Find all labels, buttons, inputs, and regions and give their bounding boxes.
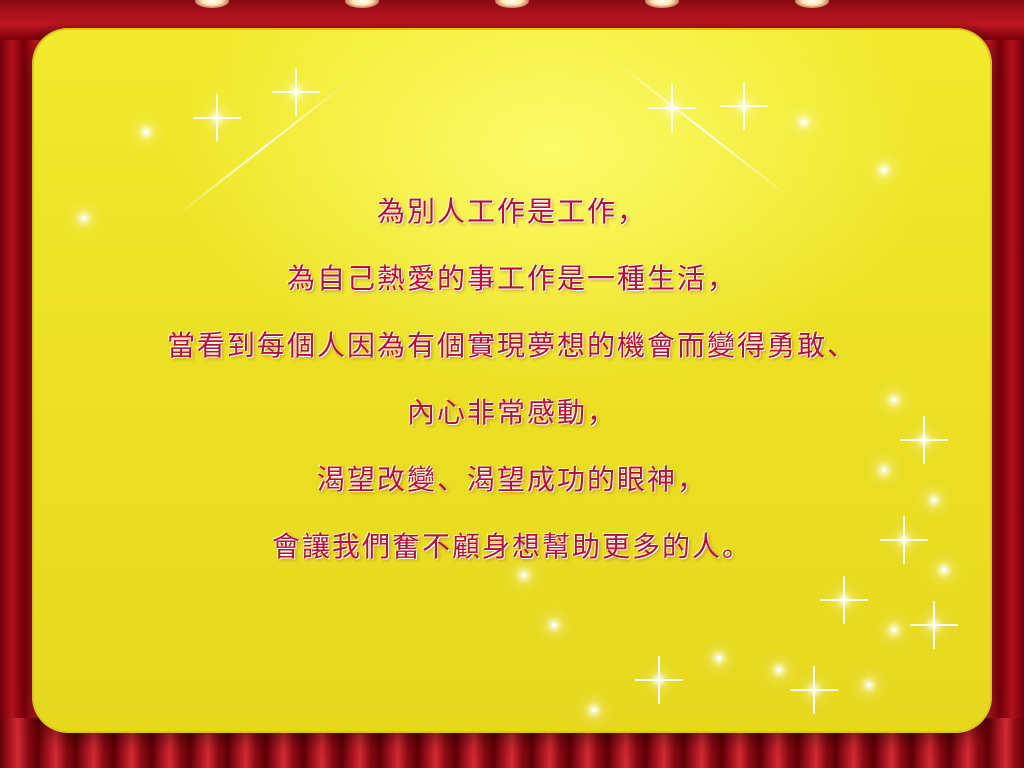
stage-spotlight-3	[495, 0, 529, 8]
sparkle-icon	[717, 656, 721, 660]
quote-panel: 為別人工作是工作， 為自己熱愛的事工作是一種生活， 當看到每個人因為有個實現夢想…	[32, 28, 992, 733]
sparkle-icon	[193, 94, 241, 142]
sparkle-icon	[942, 568, 946, 572]
light-streak	[614, 60, 790, 198]
quote-line-3: 當看到每個人因為有個實現夢想的機會而變得勇敢、	[166, 329, 857, 362]
sparkle-icon	[867, 683, 871, 687]
sparkle-icon	[777, 668, 781, 672]
stage-spotlight-2	[345, 0, 379, 8]
quote-line-2: 為自己熱愛的事工作是一種生活，	[286, 262, 737, 295]
sparkle-icon	[882, 168, 886, 172]
sparkle-icon	[144, 130, 148, 134]
quote-line-1: 為別人工作是工作，	[376, 195, 647, 228]
sparkle-icon	[882, 468, 886, 472]
quote-line-6: 會讓我們奮不顧身想幫助更多的人。	[271, 530, 752, 563]
sparkle-icon	[892, 398, 896, 402]
sparkle-icon	[82, 216, 86, 220]
stage-spotlight-4	[645, 0, 679, 8]
sparkle-icon	[880, 516, 928, 564]
sparkle-icon	[932, 498, 936, 502]
sparkle-icon	[900, 416, 948, 464]
sparkle-icon	[272, 68, 320, 116]
stage-spotlight-1	[195, 0, 229, 8]
sparkle-icon	[648, 84, 696, 132]
sparkle-icon	[790, 666, 838, 714]
sparkle-icon	[592, 708, 596, 712]
sparkle-icon	[522, 573, 526, 577]
sparkle-icon	[802, 120, 806, 124]
sparkle-icon	[910, 601, 958, 649]
quote-line-5: 渴望改變、渴望成功的眼神，	[316, 463, 707, 496]
sparkle-icon	[552, 623, 556, 627]
quote-text: 為別人工作是工作， 為自己熱愛的事工作是一種生活， 當看到每個人因為有個實現夢想…	[32, 178, 992, 580]
sparkle-icon	[720, 82, 768, 130]
quote-line-4: 內心非常感動，	[406, 396, 617, 429]
sparkle-icon	[635, 656, 683, 704]
sparkle-icon	[820, 576, 868, 624]
stage-spotlight-5	[795, 0, 829, 8]
sparkle-icon	[892, 628, 896, 632]
